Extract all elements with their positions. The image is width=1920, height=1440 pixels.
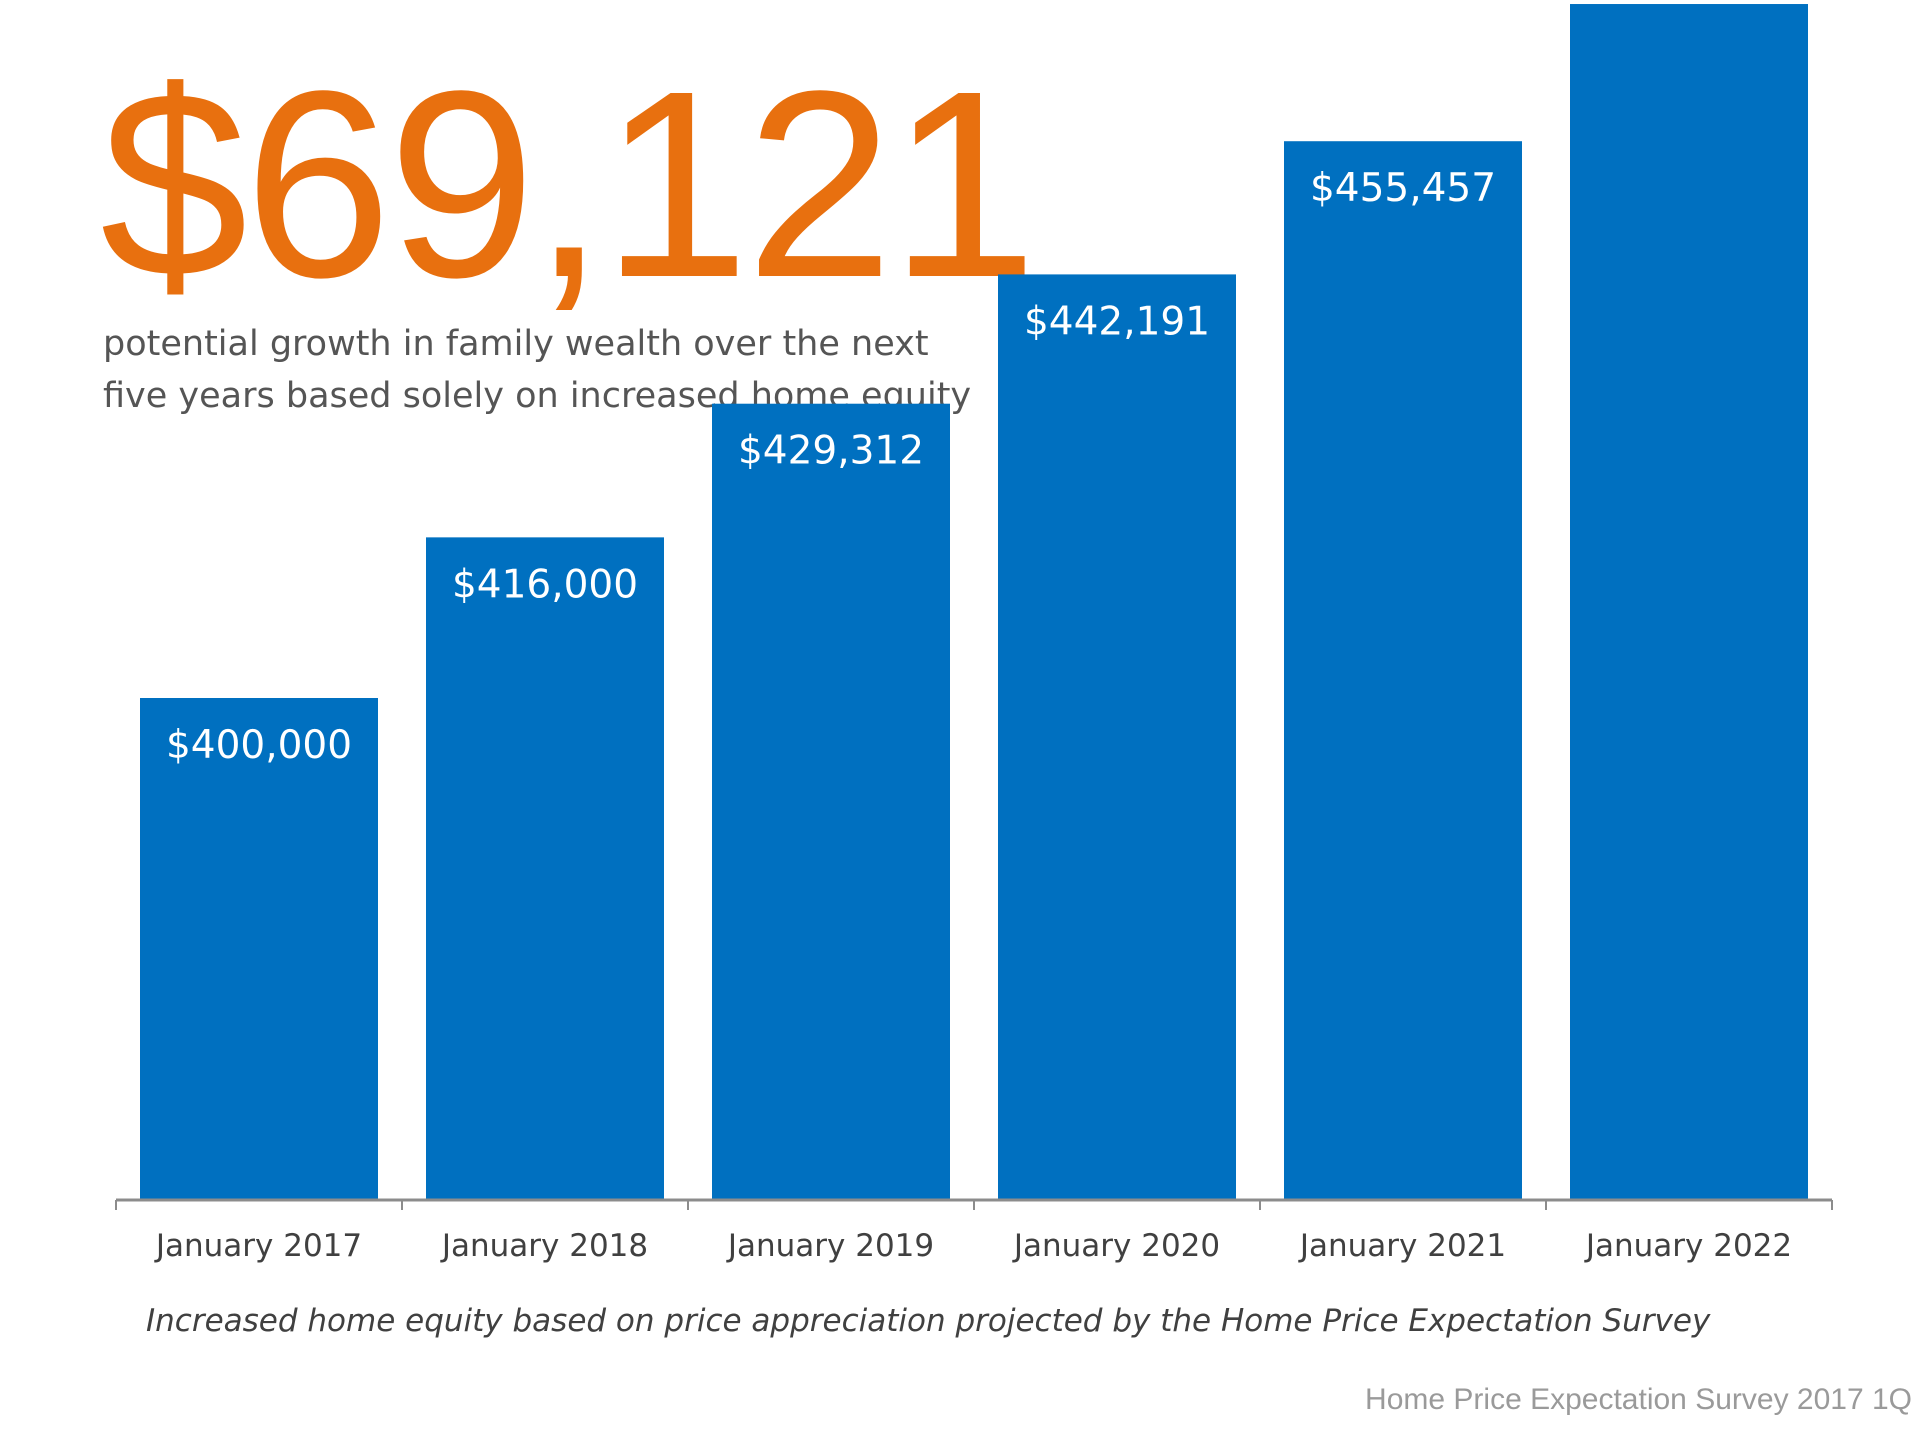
bar-value-label-3: $429,312	[738, 429, 924, 474]
subtitle-line-1: potential growth in family wealth over t…	[103, 324, 929, 364]
bar-4	[998, 274, 1236, 1201]
bar-value-label-5: $455,457	[1310, 166, 1496, 211]
source-credit: Home Price Expectation Survey 2017 1Q	[1365, 1383, 1912, 1416]
bar-value-label-1: $400,000	[166, 723, 352, 768]
chart-footnote: Increased home equity based on price app…	[146, 1303, 1711, 1339]
x-tick-label-3: January 2019	[726, 1228, 934, 1264]
bar-value-label-4: $442,191	[1024, 299, 1210, 344]
bar-6	[1570, 4, 1808, 1201]
x-tick-label-1: January 2017	[154, 1228, 362, 1264]
x-tick-label-6: January 2022	[1584, 1228, 1792, 1264]
x-tick-label-4: January 2020	[1012, 1228, 1220, 1264]
bar-2	[426, 537, 664, 1200]
x-tick-label-5: January 2021	[1298, 1228, 1506, 1264]
headline-value: $69,121	[100, 36, 1038, 333]
bar-3	[712, 403, 950, 1200]
bar-value-label-2: $416,000	[452, 562, 638, 607]
bar-1	[140, 698, 378, 1200]
x-tick-label-2: January 2018	[440, 1228, 648, 1264]
bar-5	[1284, 141, 1522, 1201]
